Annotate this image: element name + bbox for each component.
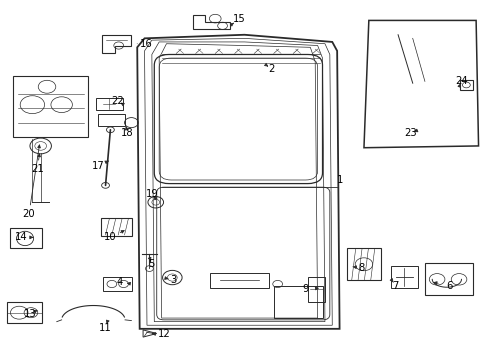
Text: 24: 24 xyxy=(454,76,467,86)
Text: 5: 5 xyxy=(148,259,155,269)
Text: 2: 2 xyxy=(267,64,274,74)
Text: 1: 1 xyxy=(336,175,342,185)
Text: 7: 7 xyxy=(392,281,398,291)
Text: 19: 19 xyxy=(145,189,158,199)
Text: 23: 23 xyxy=(403,129,416,138)
Text: 13: 13 xyxy=(23,310,36,319)
Text: 18: 18 xyxy=(121,129,134,138)
Text: 15: 15 xyxy=(233,14,245,24)
Text: 4: 4 xyxy=(117,277,123,287)
Text: 10: 10 xyxy=(104,232,117,242)
Text: 21: 21 xyxy=(31,164,43,174)
Text: 12: 12 xyxy=(157,329,170,339)
Text: 14: 14 xyxy=(15,232,27,242)
Text: 6: 6 xyxy=(445,281,451,291)
Text: 16: 16 xyxy=(140,39,152,49)
Text: 8: 8 xyxy=(358,263,364,273)
Text: 17: 17 xyxy=(92,161,104,171)
Text: 22: 22 xyxy=(111,96,124,106)
Text: 9: 9 xyxy=(302,284,308,294)
Text: 11: 11 xyxy=(99,323,112,333)
Text: 3: 3 xyxy=(170,275,177,285)
Text: 20: 20 xyxy=(22,209,35,219)
